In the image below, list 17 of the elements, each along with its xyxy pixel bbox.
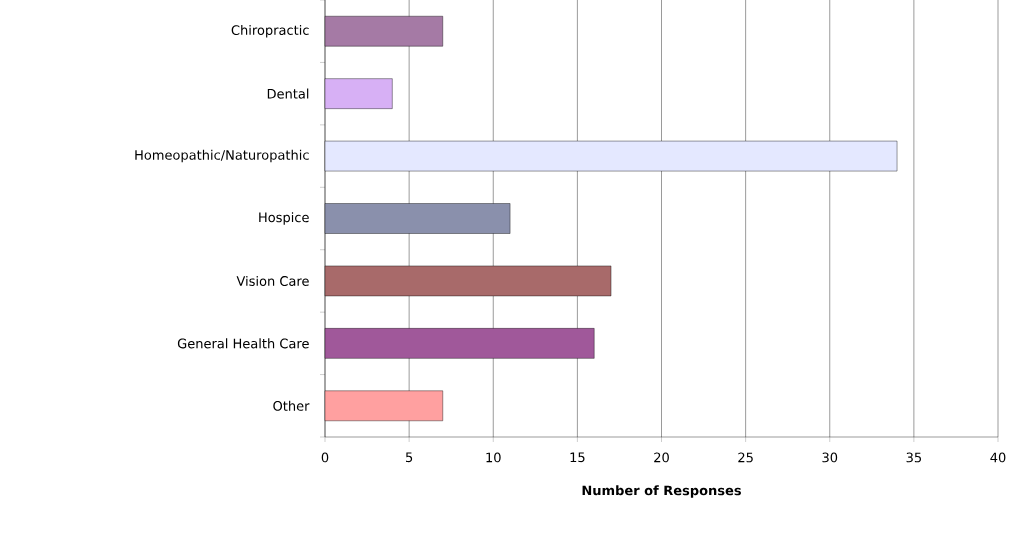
x-tick-label: 10 <box>486 452 501 463</box>
x-axis-title: Number of Responses <box>582 485 741 498</box>
x-tick-label: 40 <box>990 452 1006 463</box>
x-tick-label: 0 <box>321 452 329 463</box>
y-tick-label: Hospice <box>259 212 309 225</box>
y-tick-label: Dental <box>267 88 309 99</box>
y-tick-label: Vision Care <box>236 275 309 286</box>
x-tick-label: 5 <box>405 452 413 463</box>
y-tick-label: Homeopathic/Naturopathic <box>135 149 309 163</box>
y-tick-label: Chiropractic <box>231 24 309 38</box>
x-tick-label: 35 <box>906 452 922 463</box>
y-tick-label: Other <box>273 400 310 411</box>
x-tick-label: 25 <box>738 452 753 463</box>
x-tick-label: 15 <box>570 452 585 463</box>
x-tick-label: 20 <box>654 452 669 463</box>
y-tick-label: General Health Care <box>177 338 309 349</box>
x-tick-label: 30 <box>822 452 838 463</box>
